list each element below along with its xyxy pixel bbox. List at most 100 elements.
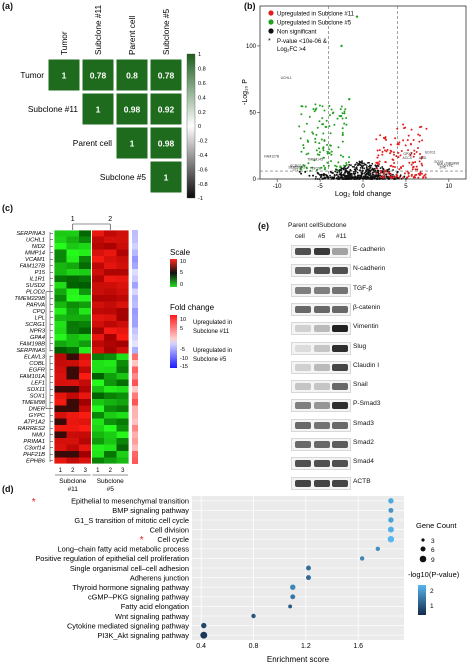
volcano-point-up5 (336, 169, 339, 172)
heatmap-col-number: 3 (121, 468, 125, 474)
heatmap-cell (66, 301, 79, 308)
enrichment-dot (375, 546, 381, 551)
heatmap-cell (116, 431, 129, 438)
heatmap-gene-label: NPR3 (30, 329, 46, 335)
corr-cell-value: 0.98 (158, 139, 175, 149)
wb-band (332, 479, 348, 487)
volcano-point-up5 (341, 140, 344, 143)
volcano-point-ns (375, 166, 378, 168)
volcano-point-ns (372, 169, 375, 172)
enrichment-dot (387, 526, 394, 533)
heatmap-cell (91, 418, 104, 425)
volcano-point-up11 (381, 153, 384, 156)
corr-cell-value: 1 (96, 105, 101, 115)
legend-ns-dot (268, 28, 274, 34)
wb-strip (291, 302, 351, 316)
volcano-point-up5 (320, 173, 323, 176)
note-line1: P-value <10e-06 & (277, 39, 327, 45)
heatmap-cell (54, 301, 67, 308)
heatmap-foldchange-cell (132, 353, 138, 360)
heatmap-foldchange-cell (132, 386, 138, 393)
volcano-point-ns (364, 173, 367, 176)
heatmap-foldchange-cell (132, 243, 138, 250)
heatmap-cell (79, 405, 92, 412)
volcano-point-up5 (334, 164, 337, 167)
heatmap-gene-label: FAM198B (20, 342, 45, 348)
volcano-point-up11 (417, 176, 420, 179)
heatmap-cell (79, 308, 92, 315)
volcano-gene-label: ZFIL (439, 165, 446, 169)
volcano-point-up5 (345, 163, 348, 166)
volcano-point-up11 (388, 175, 391, 178)
corr-cell (47, 58, 81, 92)
volcano-point-up5 (322, 156, 325, 159)
volcano-point-up11 (419, 172, 422, 175)
volcano-point-up11 (392, 175, 395, 178)
heatmap-gene-label: ATP1A2 (23, 420, 46, 426)
wb-band (332, 460, 348, 468)
volcano-point-ns (327, 177, 330, 180)
volcano-point-up11 (417, 133, 420, 136)
volcano-point-up5 (324, 125, 327, 128)
wb-strip (291, 457, 351, 471)
heatmap-cell (116, 236, 129, 243)
volcano-point-up11 (384, 170, 387, 173)
enrichment-xtick: 1.2 (301, 643, 311, 650)
heatmap-cell (91, 347, 104, 354)
heatmap-gene-label: EGFR (29, 368, 46, 374)
heatmap-cell (104, 392, 117, 399)
volcano-point-ns (318, 178, 321, 180)
fc-tick-10: 10 (180, 317, 186, 323)
wb-strip (291, 264, 351, 278)
volcano-point-ns (369, 172, 372, 175)
volcano-point-up11 (403, 127, 406, 130)
volcano-point-ns (369, 166, 372, 169)
volcano-point-up5 (308, 174, 311, 177)
volcano-point-up5 (318, 104, 321, 107)
wb-protein-label: Smad4 (353, 458, 374, 466)
heatmap-cell (54, 431, 67, 438)
volcano-point-up11 (418, 140, 421, 143)
wb-strip (291, 476, 351, 490)
heatmap-cell (91, 256, 104, 263)
heatmap-cell (91, 360, 104, 367)
heatmap-cell (54, 360, 67, 367)
volcano-point-up11 (398, 176, 401, 179)
legend-up11-dot (268, 10, 274, 16)
volcano-point-ns (379, 167, 382, 170)
volcano-point-ns (360, 174, 363, 177)
volcano-point-up5 (314, 137, 317, 140)
heatmap-cell (116, 373, 129, 380)
volcano-point-ns (350, 174, 353, 177)
legend-count-3: 3 (431, 538, 435, 545)
heatmap-foldchange-cell (132, 321, 138, 328)
heatmap-cell (79, 412, 92, 419)
wb-band (313, 421, 330, 429)
volcano-point-ns (368, 170, 371, 173)
volcano-point-up11 (400, 149, 403, 152)
enrichment-dot (388, 517, 394, 523)
volcano-point-up5 (300, 172, 303, 175)
fc-down-label-1: Upregulated in (193, 348, 232, 354)
volcano-point-up5 (331, 112, 334, 115)
volcano-gene-label: FAM127B (264, 155, 280, 159)
heatmap-cell (104, 249, 117, 256)
volcano-point-up11 (408, 161, 411, 164)
heatmap-foldchange-cell (132, 249, 138, 256)
volcano-point-up11 (410, 173, 413, 176)
volcano-point-ns (371, 178, 374, 180)
volcano-frame (259, 5, 467, 180)
volcano-gene-label: TMEM98 (445, 161, 459, 165)
heatmap-cell (116, 412, 129, 419)
volcano-point-ns (368, 165, 370, 168)
volcano-point-ns (367, 162, 369, 164)
heatmap-cell (91, 425, 104, 432)
heatmap-cell (116, 399, 129, 406)
volcano-gene-label: SERPINA5 (288, 165, 305, 169)
wb-band (332, 421, 348, 429)
volcano-gene-label: ACCS (402, 156, 412, 160)
legend-p-title: -log10(P-value) (408, 570, 460, 579)
volcano-point-up11 (376, 156, 379, 159)
volcano-point-up11 (402, 139, 405, 142)
heatmap-cell (116, 230, 129, 237)
